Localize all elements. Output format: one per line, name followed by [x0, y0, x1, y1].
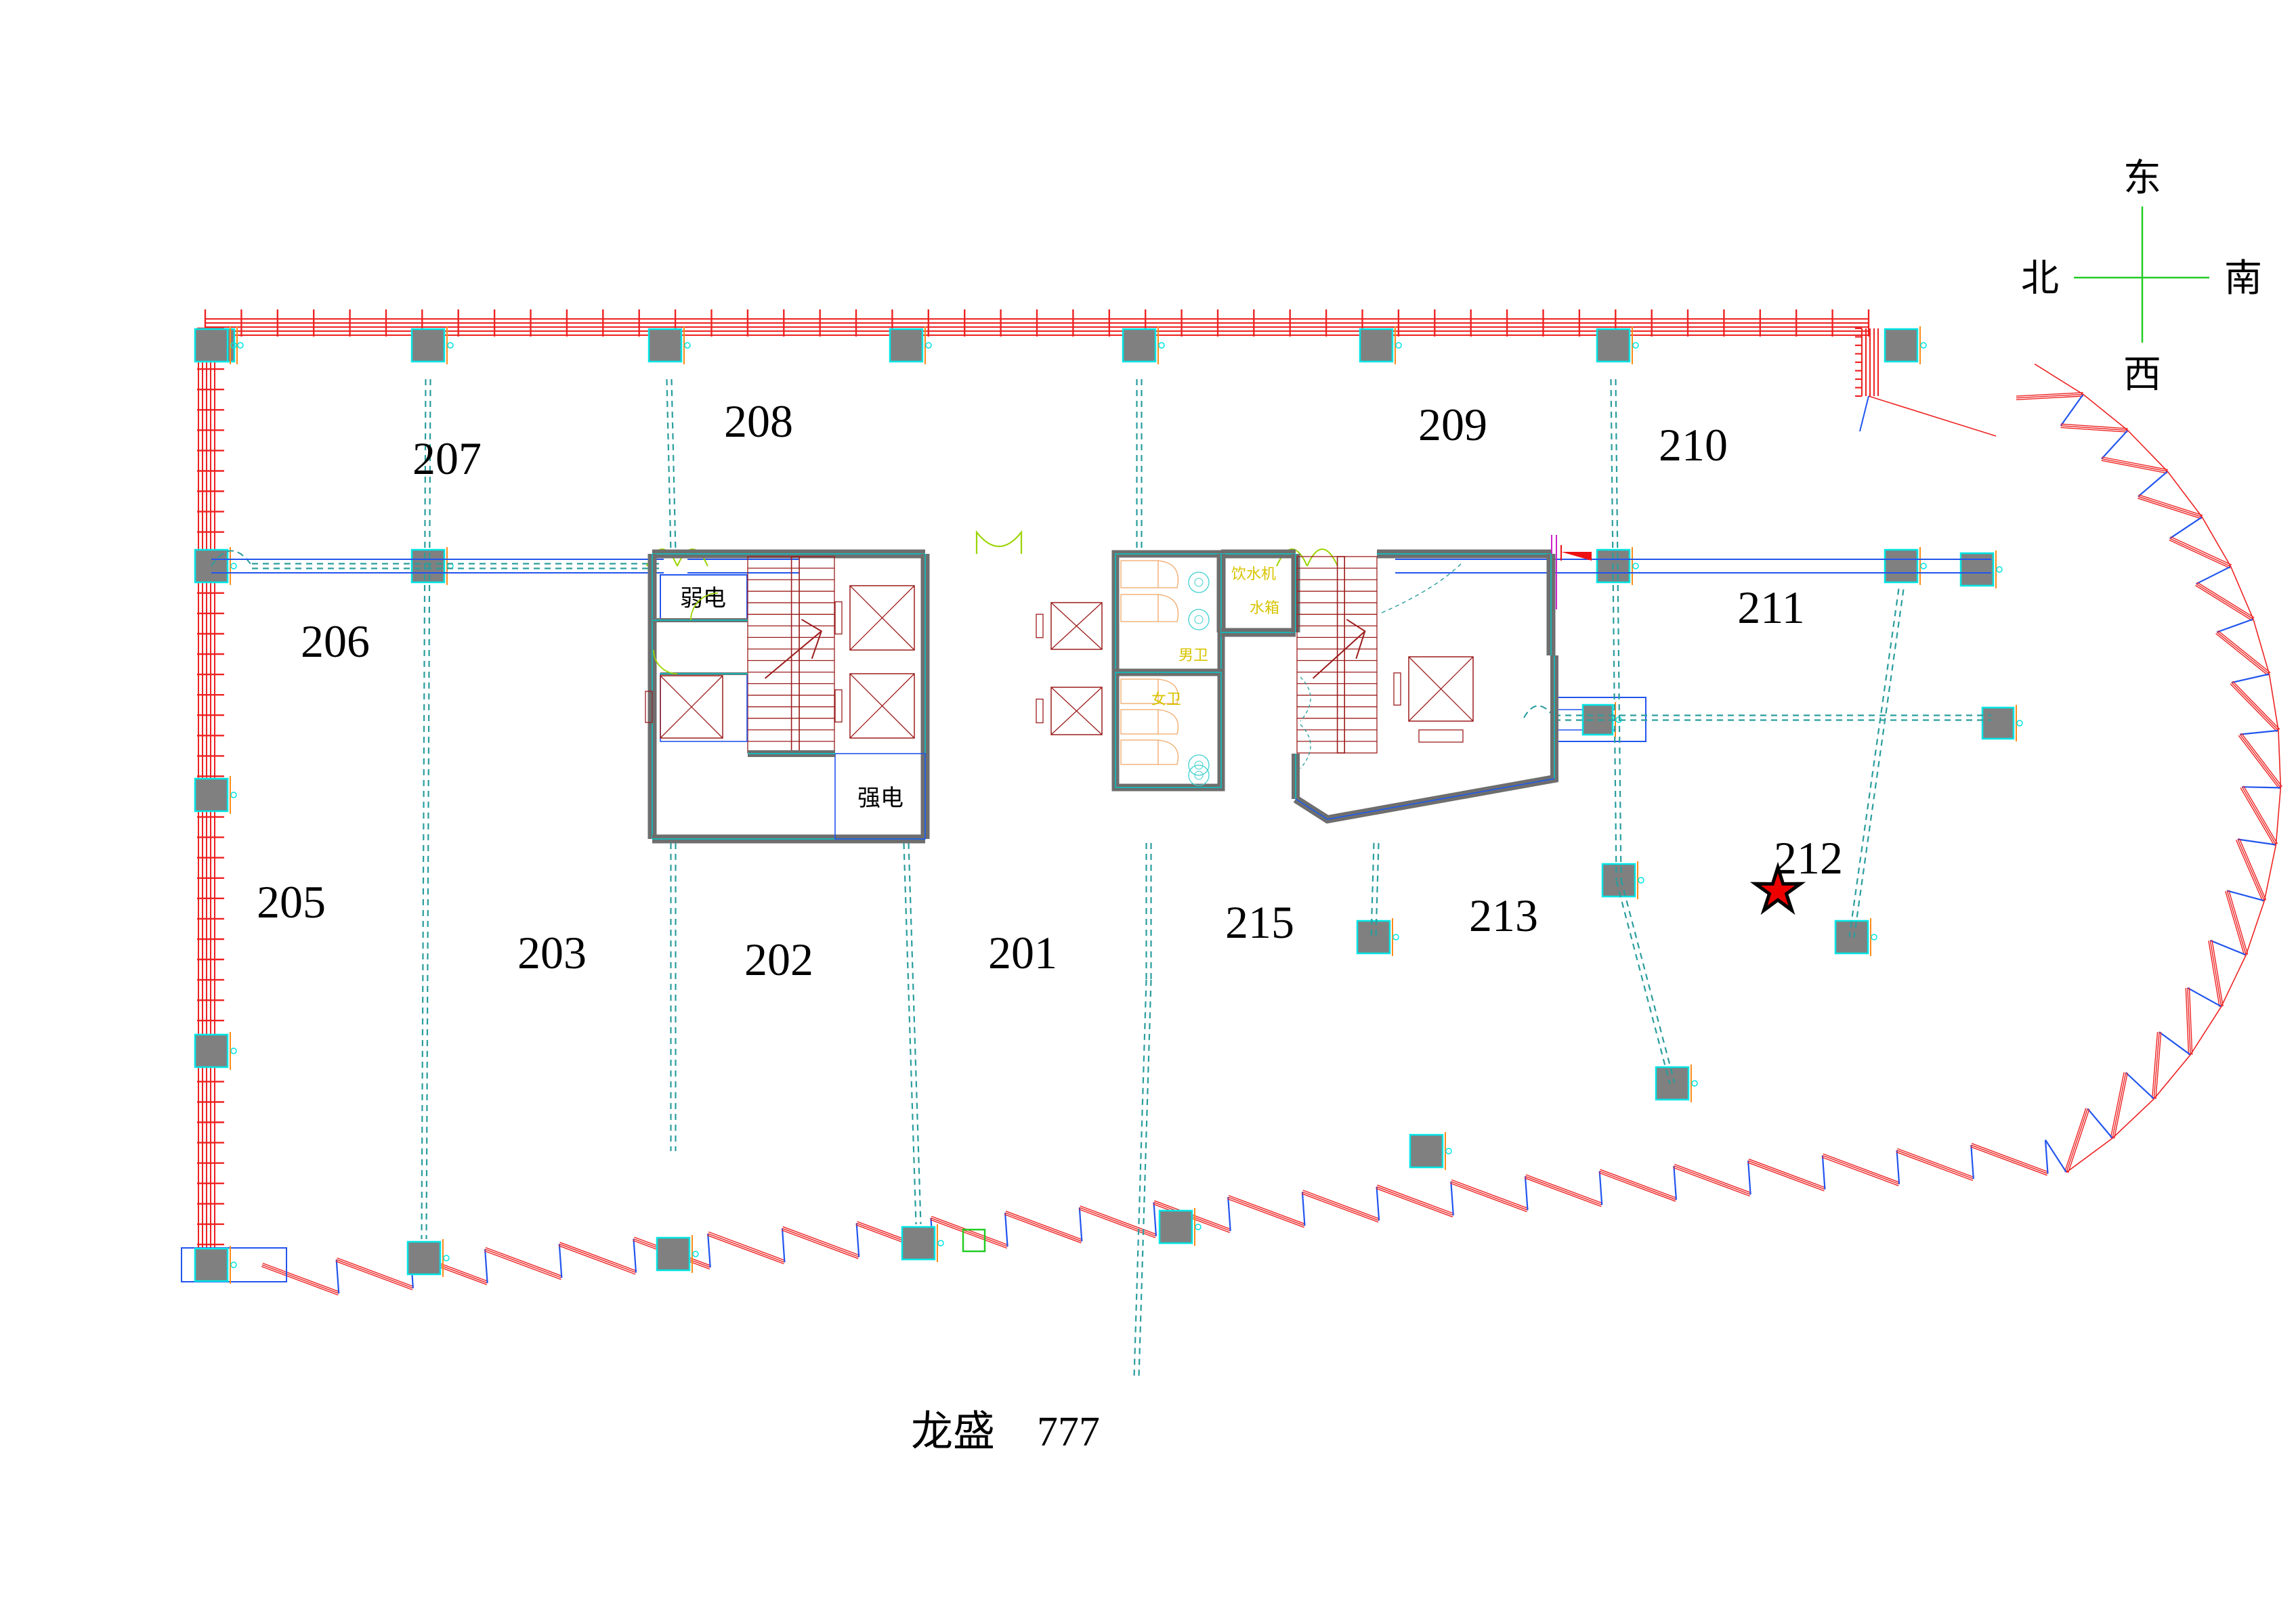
svg-text:弱电: 弱电	[680, 586, 726, 611]
svg-text:西: 西	[2123, 354, 2161, 396]
svg-text:210: 210	[1659, 419, 1728, 471]
svg-text:201: 201	[988, 927, 1057, 978]
svg-text:北: 北	[2021, 258, 2059, 300]
svg-text:饮水机: 饮水机	[1231, 565, 1276, 582]
svg-text:213: 213	[1469, 890, 1538, 941]
svg-text:强电: 强电	[857, 785, 903, 811]
svg-text:207: 207	[412, 433, 482, 484]
svg-text:206: 206	[301, 615, 370, 667]
svg-text:男卫: 男卫	[1178, 647, 1208, 664]
svg-text:女卫: 女卫	[1151, 691, 1181, 708]
svg-text:211: 211	[1737, 582, 1804, 633]
svg-text:203: 203	[517, 927, 587, 978]
svg-text:水箱: 水箱	[1250, 599, 1279, 616]
svg-text:209: 209	[1418, 399, 1487, 450]
svg-text:215: 215	[1225, 896, 1294, 948]
svg-text:东: 东	[2123, 158, 2161, 200]
svg-text:南: 南	[2224, 258, 2262, 300]
svg-text:202: 202	[744, 934, 813, 985]
svg-text:205: 205	[257, 876, 326, 928]
svg-text:龙盛 777: 龙盛 777	[911, 1409, 1100, 1455]
svg-text:212: 212	[1774, 832, 1843, 884]
svg-text:208: 208	[724, 395, 793, 447]
